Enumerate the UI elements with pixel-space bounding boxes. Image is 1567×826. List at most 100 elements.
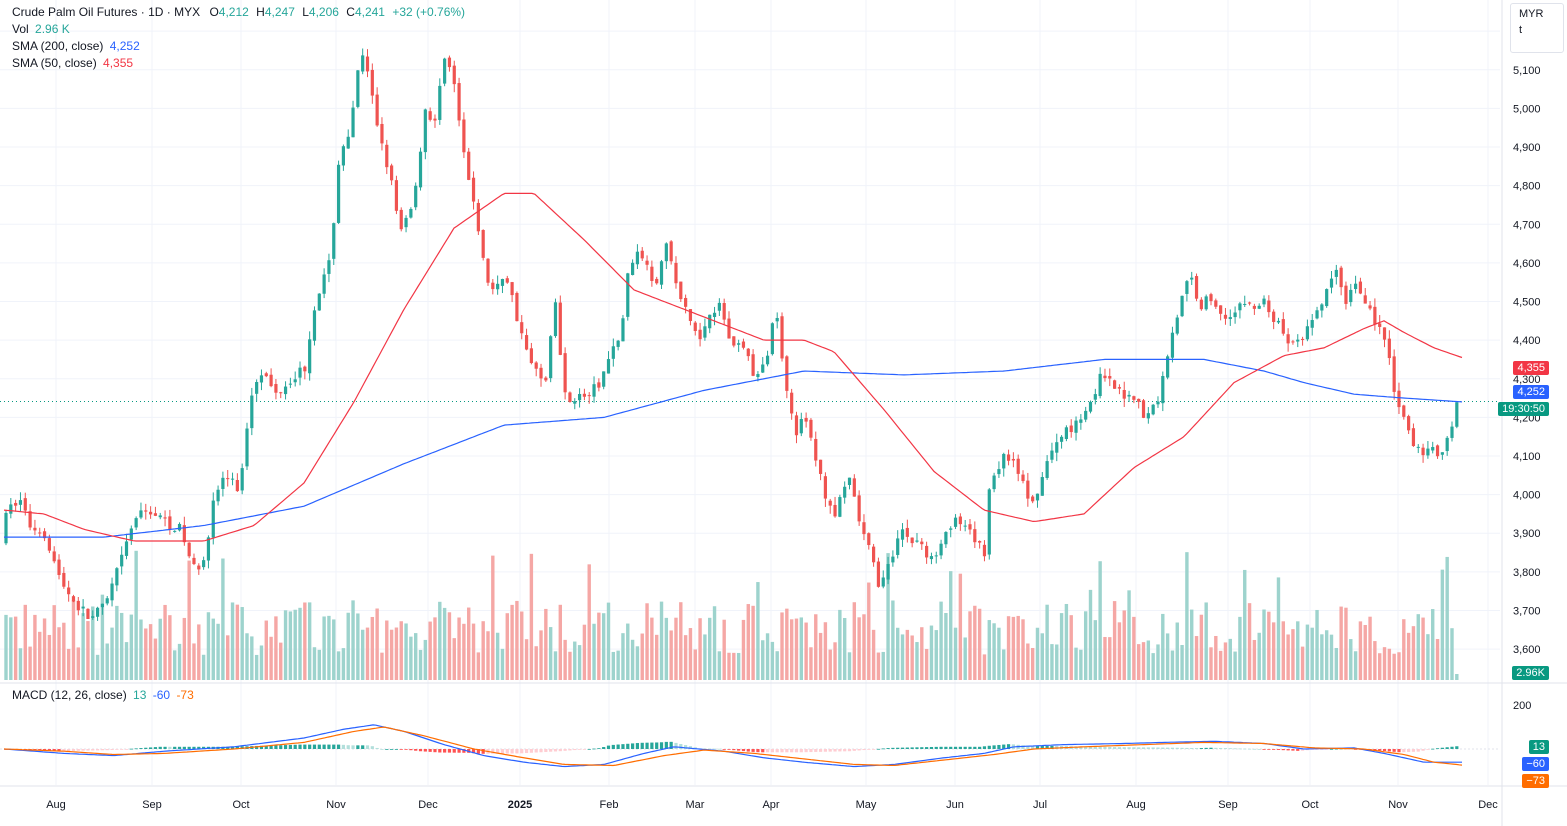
volume-bar bbox=[23, 604, 27, 680]
volume-bar bbox=[1006, 616, 1011, 680]
volume-bar bbox=[259, 645, 264, 680]
candle-body bbox=[341, 146, 345, 166]
candle-body bbox=[1435, 445, 1440, 457]
volume-bar bbox=[385, 620, 389, 680]
volume-bar bbox=[245, 633, 249, 680]
macd-histogram-bar bbox=[876, 748, 881, 750]
currency-unit-box[interactable]: MYR t bbox=[1510, 3, 1564, 53]
macd-histogram-bar bbox=[76, 749, 80, 751]
open-label: O bbox=[209, 5, 219, 19]
volume-bar bbox=[409, 636, 413, 680]
volume-bar bbox=[1281, 621, 1285, 680]
time-tick-label: Nov bbox=[326, 799, 346, 811]
macd-histogram-bar bbox=[452, 749, 456, 753]
volume-bar bbox=[867, 582, 871, 680]
candle-body bbox=[1276, 320, 1281, 323]
candle-body bbox=[732, 336, 736, 346]
macd-histogram-bar bbox=[226, 746, 230, 749]
time-tick-label: Dec bbox=[418, 799, 438, 811]
macd-histogram-bar bbox=[968, 746, 972, 749]
candle-body bbox=[515, 292, 519, 322]
macd-histogram-bar bbox=[780, 749, 784, 753]
candle-body bbox=[423, 109, 427, 153]
candle-body bbox=[814, 438, 818, 461]
volume-bar bbox=[442, 607, 447, 680]
volume-bar bbox=[119, 612, 124, 680]
volume-bar bbox=[1108, 637, 1112, 680]
volume-bar bbox=[1112, 601, 1117, 680]
volume-bar bbox=[1276, 577, 1281, 680]
macd-histogram-bar bbox=[684, 745, 688, 749]
macd-histogram-bar bbox=[674, 742, 678, 749]
macd-legend[interactable]: MACD (12, 26, close) 13 -60 -73 bbox=[12, 688, 194, 702]
volume-bar bbox=[1329, 634, 1334, 680]
candle-body bbox=[1175, 317, 1179, 334]
volume-bar bbox=[828, 649, 832, 680]
volume-bar bbox=[1185, 552, 1189, 680]
volume-bar bbox=[182, 617, 187, 680]
volume-bar bbox=[1392, 653, 1396, 680]
macd-histogram-bar bbox=[100, 749, 104, 751]
high-value: 4,247 bbox=[264, 5, 295, 19]
macd-histogram-bar bbox=[1151, 747, 1155, 749]
volume-bar bbox=[809, 647, 813, 680]
volume-bar bbox=[823, 622, 828, 680]
candle-body bbox=[1146, 413, 1150, 419]
symbol-name[interactable]: Crude Palm Oil Futures bbox=[12, 5, 138, 19]
volume-bar bbox=[606, 602, 611, 680]
macd-histogram-bar bbox=[1382, 749, 1387, 752]
volume-bar bbox=[708, 617, 712, 680]
interval[interactable]: 1D bbox=[148, 5, 164, 19]
volume-bar bbox=[500, 648, 505, 680]
macd-histogram-bar bbox=[1175, 747, 1179, 749]
close-value: 4,241 bbox=[354, 5, 385, 19]
volume-bar bbox=[452, 638, 456, 680]
volume-bar bbox=[1373, 641, 1377, 680]
volume-bar bbox=[158, 618, 162, 680]
candle-body bbox=[770, 323, 774, 355]
macd-histogram-bar bbox=[298, 744, 302, 749]
time-tick-label: Feb bbox=[600, 799, 619, 811]
macd-histogram-bar bbox=[317, 744, 321, 749]
candle-body bbox=[635, 251, 640, 265]
macd-histogram-bar bbox=[1141, 747, 1146, 749]
candle-body bbox=[833, 504, 837, 517]
candle-body bbox=[539, 367, 543, 379]
macd-histogram-bar bbox=[1190, 747, 1194, 749]
macd-histogram-bar bbox=[1252, 748, 1256, 750]
volume-bar bbox=[486, 631, 490, 680]
volume-bar bbox=[630, 639, 635, 680]
volume-bar bbox=[553, 651, 558, 680]
volume-bar bbox=[1296, 621, 1300, 680]
candle-body bbox=[1402, 405, 1406, 417]
macd-histogram-bar bbox=[982, 746, 987, 749]
sma200-row[interactable]: SMA (200, close) 4,252 bbox=[12, 38, 465, 55]
candle-body bbox=[722, 303, 726, 320]
macd-histogram-bar bbox=[351, 745, 355, 749]
volume-bar bbox=[1016, 615, 1020, 680]
candle-body bbox=[891, 556, 895, 563]
candle-body bbox=[804, 417, 808, 422]
candle-body bbox=[1093, 394, 1097, 400]
low-value: 4,206 bbox=[308, 5, 339, 19]
vol-row[interactable]: Vol 2.96 K bbox=[12, 21, 465, 38]
volume-bar bbox=[216, 623, 220, 680]
candle-body bbox=[1310, 320, 1314, 328]
macd-histogram-bar bbox=[414, 749, 418, 751]
volume-bar bbox=[197, 624, 201, 680]
candle-body bbox=[1397, 390, 1401, 408]
macd-histogram-bar bbox=[799, 749, 803, 753]
macd-histogram-bar bbox=[679, 744, 683, 749]
macd-histogram-bar bbox=[577, 749, 582, 750]
macd-histogram-bar bbox=[375, 747, 379, 749]
volume-bar bbox=[1416, 614, 1420, 680]
candle-body bbox=[1300, 338, 1305, 340]
price-tick-label: 4,900 bbox=[1513, 142, 1541, 154]
volume-bar bbox=[153, 638, 158, 680]
candle-body bbox=[631, 262, 635, 276]
candle-body bbox=[1392, 356, 1396, 392]
volume-bar bbox=[1378, 653, 1382, 680]
macd-histogram-bar bbox=[872, 749, 876, 750]
sma50-row[interactable]: SMA (50, close) 4,355 bbox=[12, 55, 465, 72]
